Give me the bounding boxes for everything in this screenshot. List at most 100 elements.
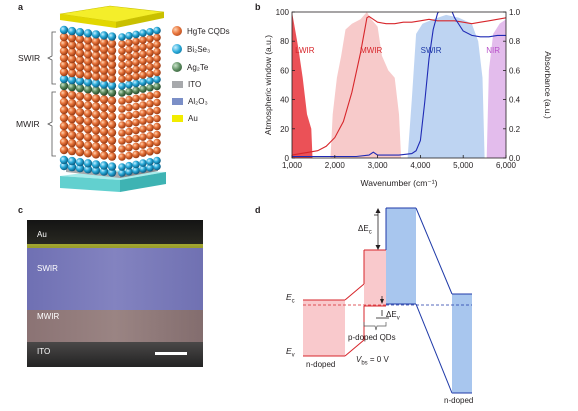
- qd-sphere: [153, 156, 161, 165]
- band-label-swir: SWIR: [421, 46, 442, 55]
- au-layer-region: [27, 220, 203, 246]
- qd-sphere: [67, 90, 77, 100]
- qd-sphere: [118, 75, 126, 83]
- qd-sphere: [125, 87, 133, 96]
- ito-layer: [66, 166, 120, 178]
- qd-sphere: [83, 165, 93, 174]
- qd-sphere: [91, 118, 101, 127]
- qd-sphere: [125, 45, 133, 54]
- qd-sphere: [153, 33, 161, 42]
- y-left-tick-label: 100: [276, 8, 290, 17]
- qd-sphere: [107, 144, 117, 153]
- qd-sphere: [139, 109, 147, 117]
- qd-sphere: [139, 36, 147, 44]
- au-interface-line: [27, 244, 203, 248]
- y-right-tick-label: 0.2: [509, 125, 521, 134]
- legend-item-bi2se3: Bi₂Se₃: [172, 40, 250, 58]
- qd-sphere: [153, 138, 161, 147]
- qd-sphere: [75, 100, 85, 109]
- qd-sphere: [146, 140, 154, 148]
- y-right-tick-label: 1.0: [509, 8, 521, 17]
- au-contact-side: [116, 12, 164, 28]
- qd-sphere: [118, 145, 126, 153]
- qd-sphere: [118, 113, 126, 121]
- qd-sphere: [118, 97, 126, 105]
- qd-sphere: [153, 47, 161, 56]
- x-axis-label: Wavenumber (cm⁻¹): [361, 178, 438, 188]
- qd-sphere: [75, 62, 85, 72]
- qd-sphere: [99, 80, 109, 89]
- qd-sphere: [146, 70, 154, 78]
- p-doped-brace: [363, 322, 387, 331]
- au-contact-top: [59, 5, 165, 23]
- qd-sphere: [118, 105, 126, 113]
- atmospheric-bands: [292, 12, 506, 158]
- qd-sphere: [118, 54, 126, 62]
- qd-sphere: [146, 164, 154, 172]
- qd-sphere: [91, 142, 101, 151]
- qd-sphere: [153, 68, 161, 77]
- legend-label: Ag₂Te: [187, 62, 209, 72]
- qd-sphere: [146, 63, 154, 71]
- qd-sphere: [146, 100, 154, 108]
- qd-sphere: [83, 50, 93, 59]
- y-axis-left-label: Atmospheric window (a.u.): [263, 35, 273, 135]
- absorbance-series: [292, 12, 506, 158]
- bias-voltage-label: Vbs = 0 V: [356, 355, 389, 367]
- qd-sphere: [153, 90, 161, 99]
- qd-sphere: [139, 149, 147, 157]
- qd-sphere: [132, 94, 140, 103]
- qd-sphere: [118, 47, 126, 55]
- qd-sphere: [83, 159, 93, 168]
- y-right-tick-label: 0.8: [509, 37, 521, 46]
- qd-sphere: [146, 148, 154, 156]
- qd-sphere: [99, 127, 109, 136]
- qd-sphere: [118, 89, 126, 97]
- x-tick-label: 1,000: [282, 161, 303, 170]
- qd-sphere: [146, 84, 154, 92]
- qd-sphere: [75, 164, 85, 173]
- qd-sphere: [75, 124, 85, 133]
- y-right-tick-label: 0.6: [509, 66, 521, 75]
- qd-sphere: [118, 163, 126, 171]
- y-left-tick-label: 20: [280, 125, 289, 134]
- band-area-swir: [407, 14, 485, 158]
- qd-sphere: [59, 32, 69, 42]
- qd-sphere: [139, 141, 147, 149]
- qd-sphere: [107, 53, 117, 62]
- substrate-front: [60, 176, 120, 192]
- x-tick-label: 5,000: [453, 161, 474, 170]
- qd-sphere: [132, 166, 140, 175]
- qd-sphere: [132, 134, 140, 143]
- qd-sphere: [67, 138, 77, 148]
- qd-sphere: [139, 159, 147, 167]
- qd-sphere: [125, 135, 133, 144]
- qd-sphere: [132, 65, 140, 74]
- band-area-mwir: [330, 12, 402, 158]
- qd-sphere: [132, 30, 140, 39]
- panel-letter-c: c: [18, 205, 24, 215]
- axis-ticks: 1,000 2,000 3,000 4,000 5,000 6,000 0 20 40 60 80 1…: [276, 8, 521, 170]
- qd-sphere: [75, 92, 85, 101]
- qd-sphere: [118, 40, 126, 48]
- qd-sphere: [107, 120, 117, 129]
- ec-label: Ec: [286, 292, 295, 305]
- qd-sphere: [91, 37, 101, 46]
- qd-sphere: [107, 136, 117, 145]
- qd-sphere: [59, 155, 69, 165]
- legend-item-al2o3: Al₂O₃: [172, 93, 250, 110]
- qd-sphere: [146, 56, 154, 64]
- qd-sphere: [139, 50, 147, 58]
- qd-sphere: [91, 102, 101, 111]
- qd-sphere: [153, 106, 161, 115]
- qd-sphere: [67, 130, 77, 140]
- y-axis-right-label: Absorbance (a.u.): [543, 51, 552, 119]
- sem-label-mwir: MWIR: [37, 312, 60, 321]
- qd-sphere: [125, 52, 133, 61]
- qd-sphere: [99, 59, 109, 68]
- qd-sphere: [83, 57, 93, 66]
- qd-sphere: [146, 35, 154, 43]
- qd-sphere: [125, 38, 133, 47]
- qd-sphere: [153, 114, 161, 123]
- qd-sphere: [99, 52, 109, 61]
